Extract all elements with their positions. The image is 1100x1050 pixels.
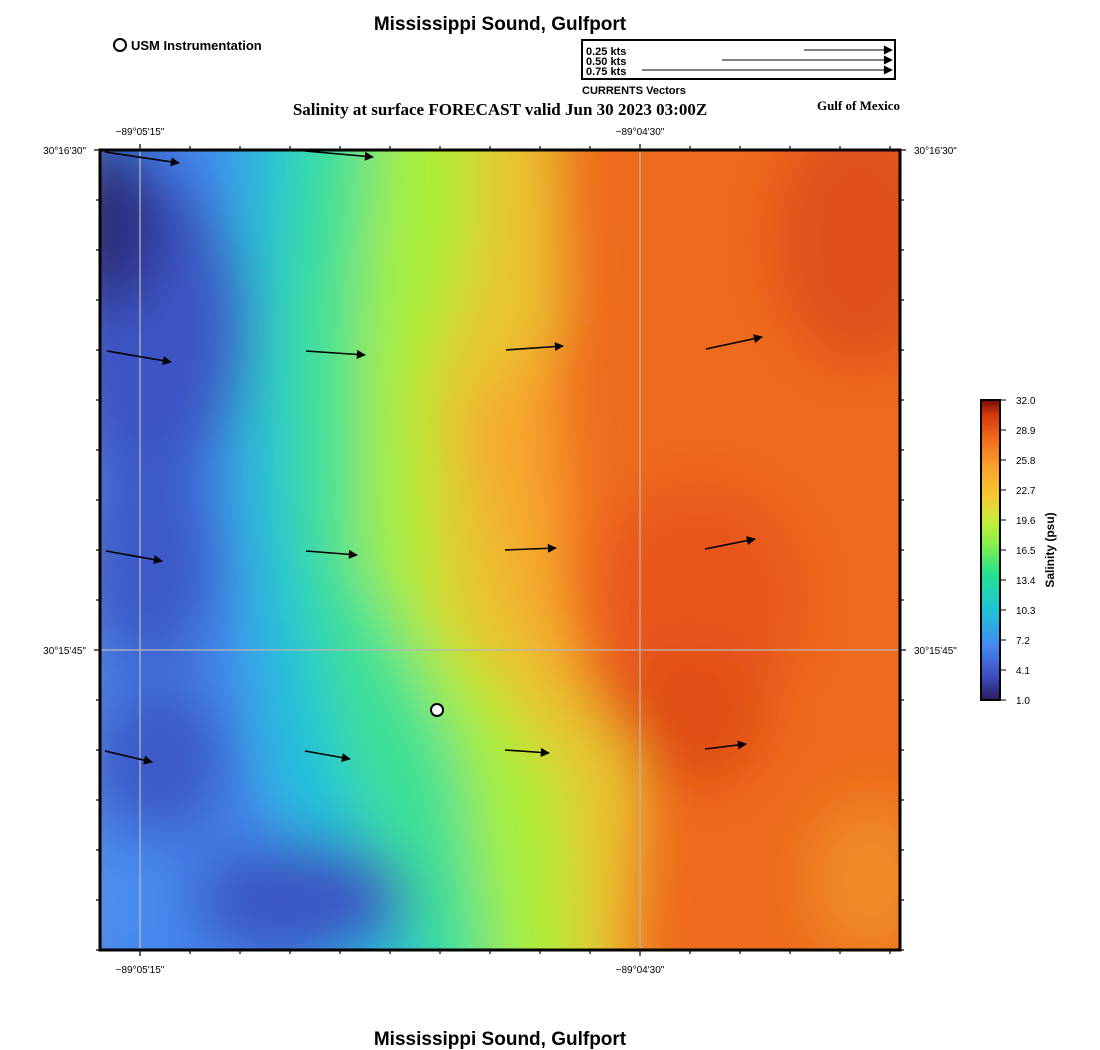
vector-scale-legend: 0.25 kts 0.50 kts 0.75 kts: [581, 39, 896, 80]
lon-tick-label-top: −89°05'15": [116, 127, 165, 138]
map-subtitle: Salinity at surface FORECAST valid Jun 3…: [293, 100, 707, 119]
current-vector-arrow: [704, 740, 747, 750]
colorbar-tick-label: 25.8: [1016, 456, 1036, 467]
current-vector-arrow: [304, 150, 374, 161]
colorbar-tick-label: 22.7: [1016, 486, 1036, 497]
station-legend-icon: [113, 38, 127, 52]
lon-tick-label-top: −89°04'30": [616, 127, 665, 138]
colorbar: 32.0 28.9 25.8 22.7 19.6 16.5 13.4 10.3 7.2 4.1 1.…: [980, 396, 1057, 707]
lon-tick-label-bottom: −89°04'30": [616, 965, 665, 976]
region-label: Gulf of Mexico: [817, 98, 900, 113]
current-vector-arrow: [305, 549, 358, 559]
lat-tick-label-left: 30°16'30": [43, 146, 86, 157]
current-vector-arrow: [106, 350, 172, 366]
colorbar-scale: [980, 399, 1001, 701]
colorbar-tick-label: 28.9: [1016, 426, 1036, 437]
station-legend-label: USM Instrumentation: [131, 38, 262, 53]
current-vector-arrow: [104, 750, 153, 765]
graticule: [100, 150, 900, 950]
current-vector-arrow: [104, 151, 180, 167]
colorbar-tick-label: 10.3: [1016, 606, 1036, 617]
current-vector-arrow: [105, 550, 163, 565]
current-vector-arrow: [504, 543, 557, 553]
colorbar-tick-label: 7.2: [1016, 636, 1030, 647]
current-vector-arrow: [504, 747, 550, 757]
lat-tick-label-right: 30°15'45": [914, 646, 957, 657]
current-vector-arrow: [704, 536, 756, 550]
vectors-caption: CURRENTS Vectors: [582, 85, 686, 97]
lon-tick-label-bottom: −89°05'15": [116, 965, 165, 976]
frame-ticks: [94, 144, 906, 956]
current-vector-arrow: [305, 349, 366, 359]
lat-tick-label-left: 30°15'45": [43, 646, 86, 657]
vector-scale-label: 0.75 kts: [586, 66, 626, 78]
colorbar-tick-label: 1.0: [1016, 696, 1030, 707]
current-vector-arrow: [705, 334, 763, 350]
vector-scale-label: 0.25 kts: [586, 46, 626, 58]
current-vector-arrow: [505, 342, 564, 352]
usm-station-marker[interactable]: [430, 703, 444, 717]
footer-title: Mississippi Sound, Gulfport: [374, 1029, 627, 1050]
colorbar-tick-label: 13.4: [1016, 576, 1036, 587]
current-vectors: [104, 150, 763, 765]
colorbar-tick-label: 4.1: [1016, 666, 1030, 677]
vector-scale-label: 0.50 kts: [586, 56, 626, 68]
colorbar-tick-label: 32.0: [1016, 396, 1036, 407]
map-title: Mississippi Sound, Gulfport: [374, 14, 627, 35]
colorbar-label: Salinity (psu): [1043, 512, 1057, 587]
lat-tick-label-right: 30°16'30": [914, 146, 957, 157]
colorbar-tick-label: 19.6: [1016, 516, 1036, 527]
current-vector-arrow: [304, 750, 351, 763]
colorbar-tick-label: 16.5: [1016, 546, 1036, 557]
